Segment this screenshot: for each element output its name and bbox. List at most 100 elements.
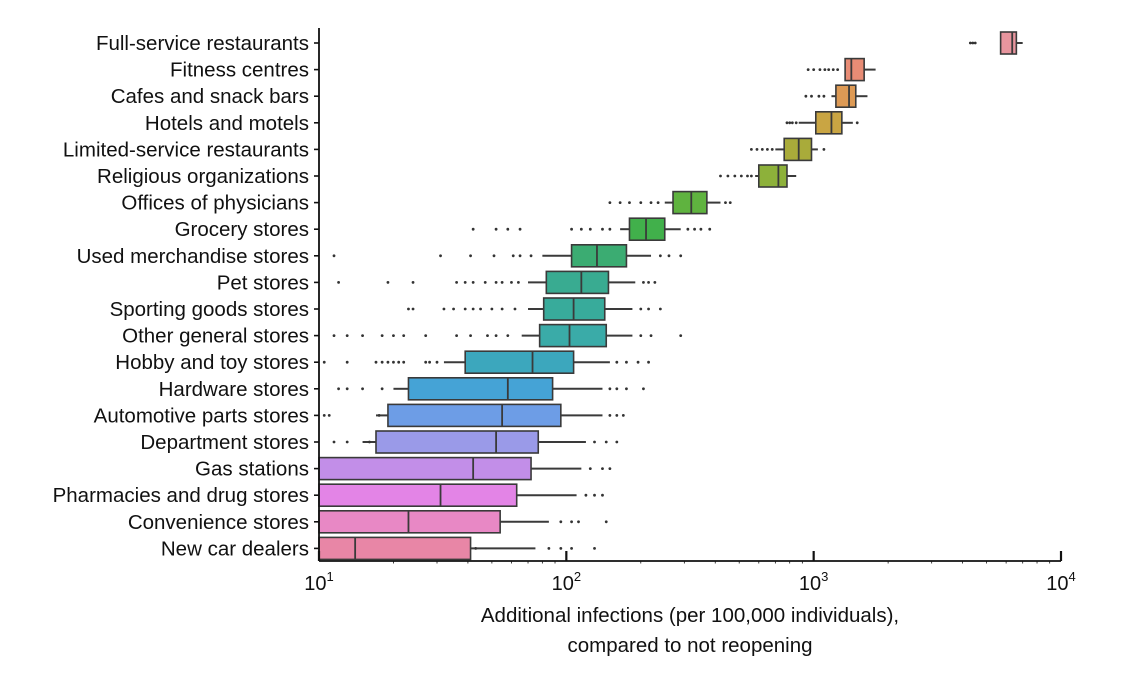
outlier-point bbox=[332, 254, 336, 258]
outlier-point bbox=[615, 360, 619, 364]
outlier-point bbox=[494, 281, 498, 284]
outlier-point bbox=[827, 68, 831, 71]
outlier-point bbox=[471, 227, 475, 231]
outlier-point bbox=[345, 360, 349, 364]
outlier-point bbox=[506, 227, 510, 231]
outlier-point bbox=[559, 547, 563, 550]
outlier-point bbox=[511, 254, 515, 258]
outlier-point bbox=[608, 414, 612, 417]
outlier-point bbox=[510, 281, 513, 284]
outlier-point bbox=[679, 334, 683, 337]
iqr-box bbox=[835, 84, 857, 108]
outlier-point bbox=[968, 41, 972, 45]
outlier-point bbox=[817, 94, 821, 98]
box-gas-stations bbox=[318, 456, 612, 481]
outlier-point bbox=[679, 254, 683, 258]
outlier-point bbox=[424, 334, 428, 337]
outlier-point bbox=[559, 520, 563, 524]
box-used-merchandise-stores bbox=[332, 244, 683, 268]
outlier-point bbox=[424, 360, 428, 364]
category-label: Religious organizations bbox=[97, 165, 309, 188]
outlier-point bbox=[615, 414, 619, 417]
outlier-point bbox=[570, 227, 573, 231]
outlier-point bbox=[604, 440, 608, 444]
outlier-point bbox=[506, 334, 510, 337]
outlier-point bbox=[570, 520, 573, 524]
outlier-point bbox=[749, 174, 753, 178]
outlier-point bbox=[649, 334, 653, 337]
outlier-point bbox=[699, 227, 703, 231]
outlier-point bbox=[653, 281, 657, 284]
outlier-point bbox=[332, 334, 336, 337]
outlier-point bbox=[822, 148, 826, 151]
category-label: Convenience stores bbox=[128, 511, 309, 534]
outlier-point bbox=[428, 360, 431, 364]
box-fitness-centres bbox=[806, 57, 876, 82]
outlier-point bbox=[579, 227, 583, 231]
outlier-point bbox=[361, 334, 364, 337]
outlier-point bbox=[658, 307, 662, 311]
outlier-point bbox=[402, 334, 406, 337]
outlier-point bbox=[785, 121, 789, 125]
box-sporting-goods-stores bbox=[407, 297, 662, 321]
category-label: Automotive parts stores bbox=[94, 404, 309, 427]
category-label: Other general stores bbox=[122, 325, 309, 348]
category-label: Hobby and toy stores bbox=[115, 351, 309, 374]
iqr-box bbox=[375, 430, 540, 454]
outlier-point bbox=[411, 281, 415, 284]
iqr-box bbox=[672, 190, 708, 215]
outlier-point bbox=[836, 68, 840, 71]
outlier-point bbox=[604, 520, 608, 524]
iqr-box bbox=[570, 244, 628, 268]
outlier-point bbox=[760, 148, 764, 151]
outlier-point bbox=[361, 387, 364, 391]
outlier-point bbox=[455, 281, 458, 284]
outlier-point bbox=[726, 174, 730, 178]
outlier-point bbox=[455, 334, 458, 337]
outlier-point bbox=[647, 307, 650, 311]
box-hardware-stores bbox=[337, 376, 645, 401]
outlier-point bbox=[971, 41, 975, 45]
iqr-box bbox=[814, 111, 843, 135]
box-hobby-and-toy-stores bbox=[322, 350, 650, 375]
boxes-layer bbox=[318, 31, 1023, 561]
x-tick-label: 104 bbox=[1046, 569, 1075, 595]
outlier-point bbox=[386, 360, 390, 364]
box-limited-service-restaurants bbox=[749, 137, 826, 162]
iqr-box bbox=[545, 270, 610, 295]
outlier-point bbox=[570, 547, 573, 550]
outlier-point bbox=[621, 414, 625, 417]
outlier-point bbox=[588, 227, 592, 231]
outlier-point bbox=[625, 360, 628, 364]
outlier-point bbox=[693, 227, 696, 231]
box-hotels-and-motels bbox=[785, 111, 859, 135]
x-axis-label-line-2: compared to not reopening bbox=[567, 634, 812, 657]
axes-layer bbox=[314, 28, 1063, 564]
outlier-point bbox=[818, 68, 822, 71]
outlier-point bbox=[636, 360, 640, 364]
outlier-point bbox=[577, 520, 580, 524]
outlier-point bbox=[708, 227, 712, 231]
outlier-point bbox=[345, 440, 349, 444]
outlier-point bbox=[471, 307, 475, 311]
outlier-point bbox=[500, 281, 504, 284]
outlier-point bbox=[407, 307, 410, 311]
outlier-point bbox=[618, 201, 622, 205]
outlier-point bbox=[469, 334, 472, 337]
outlier-point bbox=[402, 360, 406, 364]
outlier-point bbox=[322, 360, 326, 364]
outlier-point bbox=[392, 360, 395, 364]
x-tick-label: 101 bbox=[304, 569, 333, 595]
outlier-point bbox=[397, 360, 401, 364]
iqr-box bbox=[538, 323, 608, 348]
outlier-point bbox=[492, 254, 496, 258]
labels-layer: Full-service restaurants Fitness centres C… bbox=[53, 32, 1076, 595]
iqr-box bbox=[628, 217, 666, 241]
box-religious-organizations bbox=[719, 164, 797, 188]
outlier-point bbox=[625, 387, 628, 391]
outlier-point bbox=[656, 201, 660, 205]
outlier-point bbox=[494, 334, 498, 337]
outlier-point bbox=[518, 227, 522, 231]
outlier-point bbox=[588, 467, 592, 470]
box-pet-stores bbox=[337, 270, 657, 295]
